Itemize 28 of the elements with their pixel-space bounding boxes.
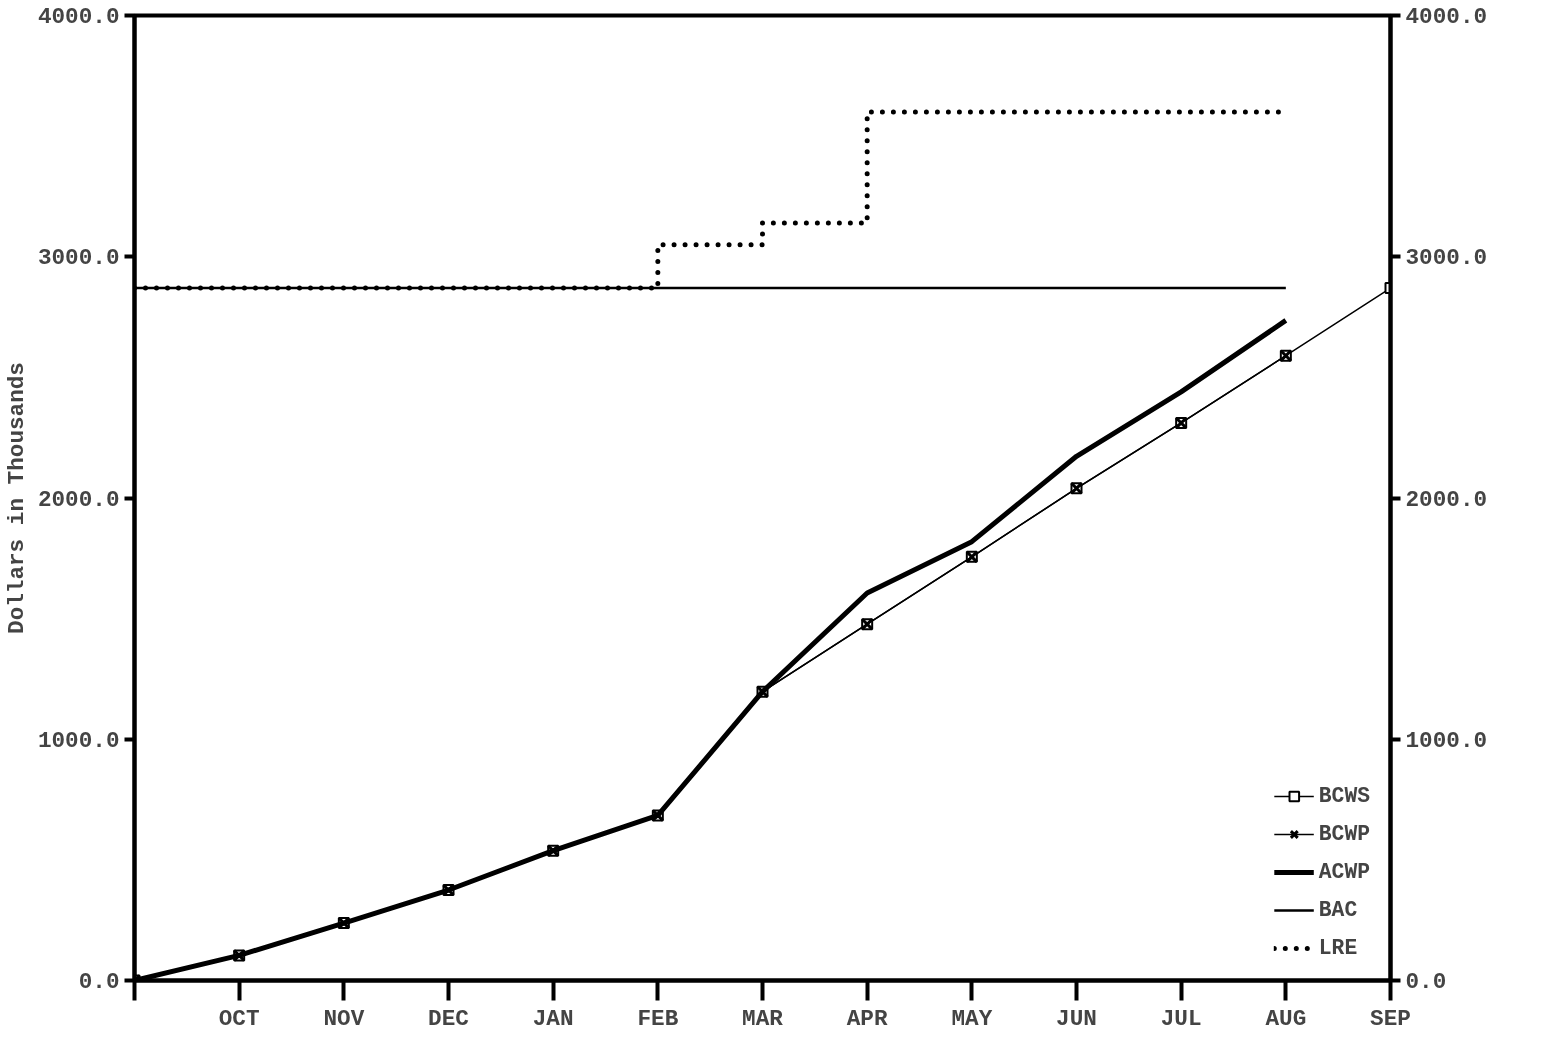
x-tick-label: JUN (1056, 1005, 1097, 1032)
y-axis-title: Dollars in Thousands (3, 362, 30, 634)
x-tick-label: MAY (951, 1005, 993, 1032)
y2-tick-label: 0.0 (1405, 969, 1447, 995)
x-tick-label: DEC (428, 1005, 469, 1032)
y-tick-label: 1000.0 (37, 727, 120, 754)
y2-tick-label: 2000.0 (1405, 486, 1488, 513)
y2-tick-label: 3000.0 (1405, 245, 1488, 272)
y-tick-label: 3000.0 (37, 245, 120, 272)
x-tick-label: MAR (742, 1005, 784, 1032)
y-tick-label: 2000.0 (37, 486, 120, 513)
x-tick-label: AUG (1265, 1005, 1307, 1032)
x-tick-label: APR (846, 1005, 888, 1032)
legend-label: BAC (1318, 898, 1358, 922)
x-tick-label: SEP (1370, 1005, 1411, 1032)
y-tick-label: 0.0 (78, 969, 120, 995)
x-tick-label: JAN (532, 1005, 574, 1032)
x-tick-label: OCT (218, 1005, 260, 1032)
x-tick-label: JUL (1160, 1005, 1202, 1032)
y2-tick-label: 1000.0 (1405, 727, 1488, 754)
x-tick-label: NOV (323, 1005, 365, 1032)
legend-label: BCWP (1318, 822, 1370, 846)
legend-label: LRE (1318, 936, 1358, 960)
legend-label: BCWS (1318, 784, 1370, 808)
y-tick-label: 4000.0 (37, 4, 120, 30)
y2-tick-label: 4000.0 (1405, 4, 1488, 30)
x-tick-label: FEB (637, 1005, 679, 1032)
legend-label: ACWP (1318, 860, 1370, 884)
